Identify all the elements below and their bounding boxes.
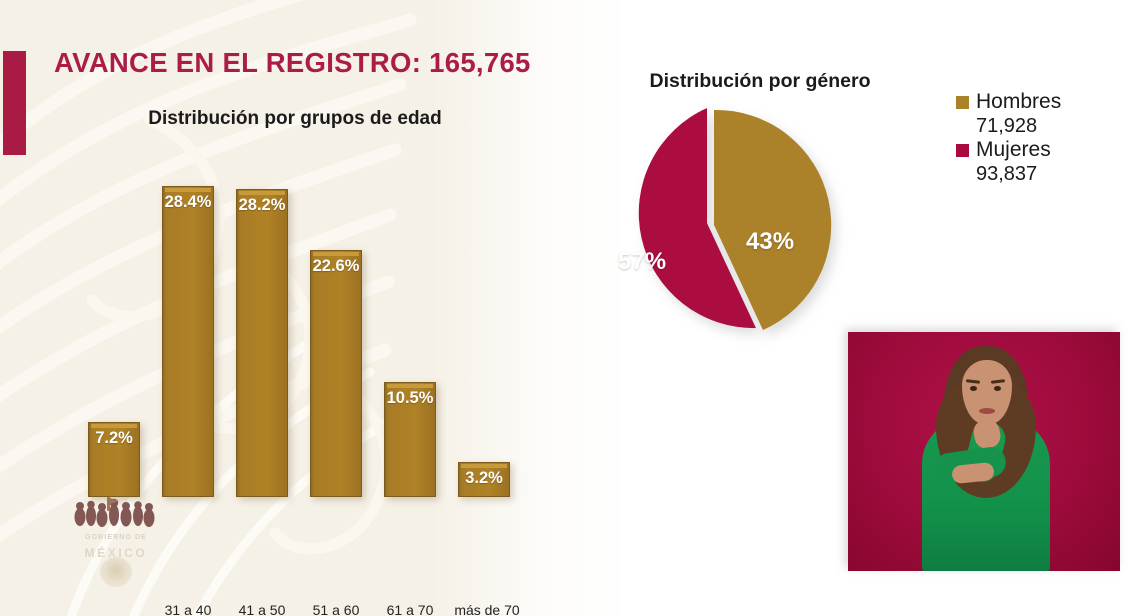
legend-value-mujeres: 93,837 <box>976 163 1038 186</box>
interpreter-eye-right <box>994 386 1001 391</box>
gobierno-line-2: MÉXICO <box>84 545 148 560</box>
x-axis-tick-label: 61 a 70 <box>386 602 434 616</box>
bar-item: 3.2% <box>458 462 510 497</box>
bar-value-label: 7.2% <box>95 429 133 447</box>
legend-item-mujeres: Mujeres <box>956 138 1116 163</box>
bar-item: 28.4% <box>162 186 214 497</box>
pie-chart: Distribución por género 43% 57% Hombres <box>560 60 1120 360</box>
pie-chart-title: Distribución por género <box>649 70 871 92</box>
bar-chart-title: Distribución por grupos de edad <box>148 108 442 129</box>
bar-value-label: 28.4% <box>164 193 212 211</box>
background-fade <box>430 0 620 616</box>
legend-item-hombres: Hombres <box>956 90 1116 115</box>
legend-label-hombres: Hombres <box>976 90 1062 113</box>
legend-swatch-mujeres <box>956 144 969 158</box>
bar-value-label: 10.5% <box>386 389 434 407</box>
x-axis-tick-label: 31 a 40 <box>164 602 212 616</box>
x-axis-tick-label: más de 70 <box>454 602 520 616</box>
bar-chart-plot-area: 7.2% 28.4% 28.2% 22.6% 10.5% 3.2% <box>40 100 560 500</box>
pie-value-mujeres: 57% <box>618 248 667 275</box>
historic-figures-icon <box>74 497 155 527</box>
bar-value-label: 28.2% <box>238 196 286 214</box>
bar-item: 28.2% <box>236 189 288 497</box>
interpreter-face <box>962 360 1012 424</box>
x-axis-tick-label: 51 a 60 <box>312 602 360 616</box>
bar-value-label: 3.2% <box>465 469 503 487</box>
gobierno-line-1: GOBIERNO DE <box>85 534 147 541</box>
pie-slice-mujeres <box>638 108 756 329</box>
slide-footer: ISSSTE INSTITUTO DE SEGURIDAD Y SERVICIO… <box>0 568 1129 616</box>
legend-label-mujeres: Mujeres <box>976 138 1051 162</box>
bar-item: 22.6% <box>310 250 362 497</box>
mexico-seal-icon <box>100 557 132 587</box>
legend-value-hombres: 71,928 <box>976 114 1038 137</box>
interpreter-eye-left <box>970 386 977 391</box>
bar-value-label: 22.6% <box>312 257 360 275</box>
bar-item: 7.2% <box>88 422 140 497</box>
pie-chart-legend: Hombres 71,928 Mujeres 93,837 <box>956 90 1116 187</box>
x-axis-tick-label: 41 a 50 <box>238 602 286 616</box>
gobierno-logo-wordmark: GOBIERNO DE MÉXICO <box>70 533 162 562</box>
pie-chart-graphic <box>638 108 832 331</box>
accent-bar <box>3 51 26 155</box>
pie-slice-hombres <box>714 109 832 331</box>
sign-language-interpreter-video <box>848 332 1120 571</box>
bar-chart: Distribución por grupos de edad 7.2% 28.… <box>40 100 560 616</box>
legend-swatch-hombres <box>956 95 969 109</box>
pie-value-hombres: 43% <box>746 228 795 255</box>
page-title: AVANCE EN EL REGISTRO: 165,765 <box>54 47 531 78</box>
gobierno-de-mexico-logo: GOBIERNO DE MÉXICO <box>70 495 162 587</box>
interpreter-mouth <box>979 408 995 414</box>
bar-item: 10.5% <box>384 382 436 497</box>
